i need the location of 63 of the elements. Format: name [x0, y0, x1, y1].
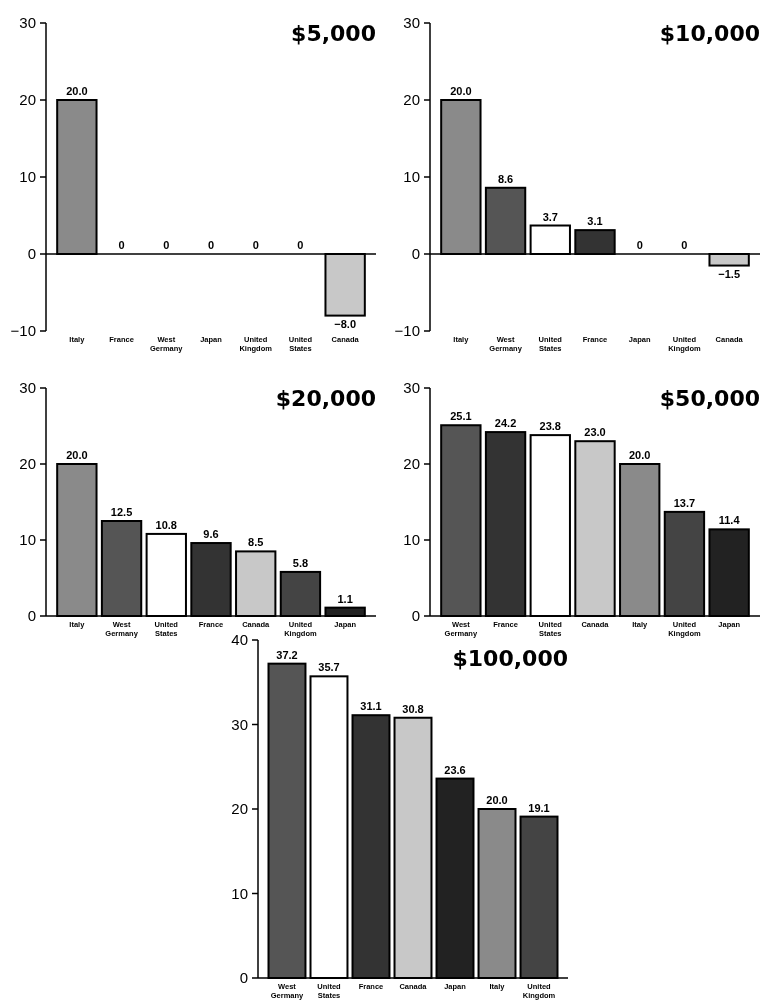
y-tick-label: 0	[411, 245, 420, 263]
y-tick-label: 10	[19, 531, 36, 549]
data-label: 11.4	[718, 514, 741, 527]
y-tick-label: −10	[394, 322, 420, 340]
y-tick-label: 0	[27, 607, 36, 625]
data-label: 0	[681, 239, 688, 251]
data-label: 12.5	[110, 506, 133, 518]
y-tick-label: 10	[403, 531, 420, 549]
data-label: 8.6	[497, 172, 514, 185]
y-tick-label: 30	[403, 14, 420, 32]
data-label: 8.5	[248, 536, 264, 549]
data-label: 0	[207, 239, 215, 251]
data-label: 1.1	[337, 592, 353, 605]
y-tick-label: 30	[403, 379, 420, 397]
y-tick-label: 0	[27, 245, 36, 263]
data-label: 10.8	[155, 518, 177, 531]
data-label: 20.0	[629, 449, 651, 461]
y-tick-label: 10	[19, 168, 36, 186]
data-label: 35.7	[318, 661, 340, 674]
data-label: 5.8	[292, 556, 309, 569]
data-label: 3.7	[542, 210, 558, 223]
chart-title: $100,000	[452, 646, 568, 671]
data-label: 3.1	[587, 215, 603, 228]
data-label: 0	[297, 239, 304, 251]
y-tick-label: 20	[403, 455, 420, 473]
data-label: 30.8	[402, 702, 424, 715]
data-label: 20.0	[486, 794, 508, 806]
data-label: 19.1	[528, 801, 550, 814]
y-tick-label: 10	[231, 884, 248, 902]
y-tick-label: 20	[231, 800, 248, 818]
chart-title: $50,000	[659, 386, 760, 411]
chart-title: $20,000	[275, 386, 376, 411]
data-label: 20.0	[450, 85, 472, 97]
chart-title: $5,000	[291, 21, 376, 46]
y-tick-label: 0	[411, 607, 420, 625]
data-label: 0	[636, 239, 643, 251]
data-label: 24.2	[494, 417, 517, 430]
data-label: −8.0	[334, 317, 357, 330]
data-label: 0	[118, 239, 125, 251]
y-tick-label: 20	[19, 455, 36, 473]
data-label: 23.8	[539, 420, 561, 433]
data-label: 31.1	[360, 700, 382, 713]
data-label: 23.6	[444, 763, 466, 776]
y-tick-label: −10	[10, 322, 36, 340]
y-tick-label: 30	[231, 715, 248, 733]
data-label: 37.2	[276, 648, 298, 661]
y-tick-label: 20	[19, 91, 36, 109]
y-tick-label: 30	[19, 14, 36, 32]
y-tick-label: 20	[403, 91, 420, 109]
data-label: 0	[163, 239, 170, 251]
data-label: 20.0	[66, 85, 88, 97]
chart-title: $10,000	[659, 21, 760, 46]
data-label: 13.7	[673, 496, 696, 509]
y-tick-label: 0	[239, 969, 248, 987]
y-tick-label: 30	[19, 379, 36, 397]
y-tick-label: 10	[403, 168, 420, 186]
data-label: 20.0	[66, 449, 88, 461]
data-label: 23.0	[584, 426, 606, 439]
data-label: 9.6	[203, 528, 219, 541]
y-tick-label: 40	[231, 631, 248, 649]
data-label: 0	[252, 239, 259, 251]
data-label: −1.5	[718, 267, 741, 280]
data-label: 25.1	[450, 410, 472, 423]
